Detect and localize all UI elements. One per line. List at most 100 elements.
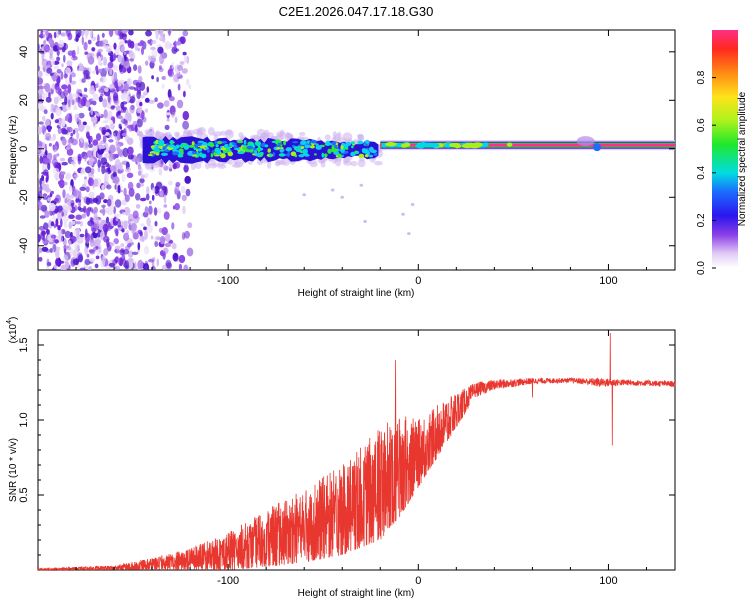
speckle-mark xyxy=(80,93,83,97)
speckle-mark xyxy=(110,88,117,94)
speckle-mark xyxy=(68,99,71,108)
speckle-mark xyxy=(89,135,93,143)
speckle-mark xyxy=(106,184,112,190)
speckle-mark xyxy=(158,227,164,233)
speckle-mark xyxy=(61,137,67,146)
speckle-mark xyxy=(114,245,121,250)
speckle-mark xyxy=(73,174,79,178)
spectrogram-panel: -100 0 100 -40 -20 0 20 40 Height of straight l… xyxy=(8,29,676,299)
speckle-mark xyxy=(54,210,58,215)
speckle-mark xyxy=(128,86,136,90)
speckle-mark xyxy=(127,243,132,248)
speckle-mark xyxy=(132,229,135,237)
colorbar-label: Normalized spectral amplitude xyxy=(737,91,748,226)
speckle-mark xyxy=(123,220,128,230)
band-blob-mark xyxy=(183,145,189,150)
band-halo-mark xyxy=(263,129,270,138)
band-blob-mark xyxy=(283,140,287,146)
band-blob-mark xyxy=(271,140,278,143)
band-blob-mark xyxy=(290,151,297,157)
speckle-mark xyxy=(140,223,145,227)
speckle-mark xyxy=(41,246,49,252)
band-blob-mark xyxy=(314,153,317,156)
speckle-mark xyxy=(98,88,105,94)
snr-ylabel: SNR (10 * v/v) xyxy=(8,438,19,502)
band-blob-mark xyxy=(229,142,233,147)
speckle-mark xyxy=(164,40,172,50)
speckle-mark xyxy=(148,99,155,104)
speckle-mark xyxy=(38,65,41,71)
speckle-mark xyxy=(97,34,100,44)
speckle-mark xyxy=(63,73,68,79)
speckle-mark xyxy=(148,205,153,215)
band-blob-mark xyxy=(216,140,223,145)
speckle-mark xyxy=(175,41,182,46)
speckle-mark xyxy=(97,167,101,173)
speckle-mark xyxy=(69,74,72,84)
band-halo-mark xyxy=(235,159,246,165)
band-blob-mark xyxy=(292,141,299,144)
spectrogram-xlabel: Height of straight line (km) xyxy=(298,288,415,299)
speckle-mark xyxy=(38,77,44,85)
speckle-mark xyxy=(152,257,156,262)
speckle-mark xyxy=(58,119,62,127)
speckle-mark xyxy=(172,252,179,262)
band-blob-mark xyxy=(340,149,345,153)
speckle-mark xyxy=(47,197,51,202)
speckle-mark xyxy=(61,161,68,166)
speckle-mark xyxy=(89,258,96,263)
speckle-mark xyxy=(126,172,134,179)
speckle-mark xyxy=(57,225,61,231)
speckle-mark xyxy=(158,65,162,70)
speckle-mark xyxy=(76,228,80,238)
speckle-mark xyxy=(63,181,68,186)
speckle-mark xyxy=(129,105,135,114)
speckle-mark xyxy=(48,143,53,147)
speckle-mark xyxy=(112,53,116,61)
speckle-mark xyxy=(50,103,55,109)
speckle-mark xyxy=(46,258,50,267)
snr-xtick-label: 0 xyxy=(415,575,421,587)
speckle-mark xyxy=(38,88,44,96)
line-blob-mark xyxy=(400,143,408,148)
speckle-mark xyxy=(45,96,52,103)
speckle-mark xyxy=(146,186,150,196)
speckle-mark xyxy=(127,153,134,160)
colorbar-ticks: 0.0 0.2 0.4 0.6 0.8 xyxy=(696,70,716,275)
speckle-mark xyxy=(50,221,55,227)
speckle-mark xyxy=(48,37,53,45)
band-blob-mark xyxy=(260,142,266,148)
speckle-mark xyxy=(78,124,85,132)
band-blob-mark xyxy=(350,141,355,145)
speckle-mark xyxy=(137,170,142,176)
speckle-mark xyxy=(161,186,166,191)
speckle-mark xyxy=(137,242,141,251)
band-blob-mark xyxy=(370,149,377,154)
speckle-mark xyxy=(121,173,126,183)
band-halo-mark xyxy=(374,160,383,166)
line-disturbance-core xyxy=(593,143,602,152)
stray-mark xyxy=(401,212,405,216)
speckle-mark xyxy=(155,30,161,37)
speckle-mark xyxy=(114,153,119,159)
speckle-mark xyxy=(75,30,82,38)
speckle-mark xyxy=(71,156,79,162)
speckle-mark xyxy=(72,93,80,98)
speckle-mark xyxy=(38,70,43,78)
speckle-mark xyxy=(53,31,57,39)
speckle-mark xyxy=(74,241,80,251)
speckle-mark xyxy=(81,36,85,45)
speckle-mark xyxy=(83,205,87,214)
speckle-mark xyxy=(74,113,80,122)
speckle-mark xyxy=(174,203,181,211)
speckle-mark xyxy=(113,92,119,102)
speckle-mark xyxy=(63,220,68,229)
band-blob-mark xyxy=(236,140,244,144)
band-blob-mark xyxy=(154,145,160,150)
band-blob-mark xyxy=(340,145,344,150)
band-blob-mark xyxy=(350,151,356,157)
speckle-mark xyxy=(52,74,57,82)
speckle-mark xyxy=(162,250,166,260)
speckle-mark xyxy=(53,41,59,52)
speckle-mark xyxy=(54,119,60,124)
